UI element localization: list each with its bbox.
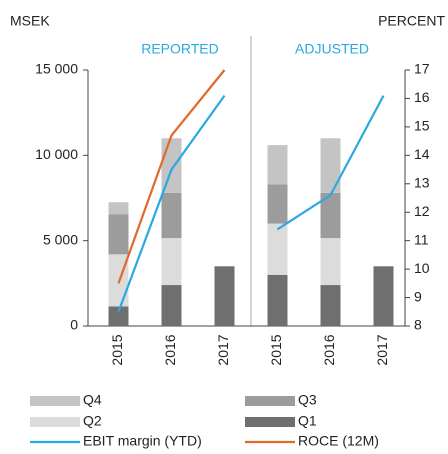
legend-label: Q1: [298, 413, 317, 429]
y-tick-label: 10 000: [35, 146, 78, 162]
line-series: [276, 95, 385, 231]
x-tick-label: 2015: [268, 334, 284, 365]
bar-segment: [267, 184, 288, 224]
x-tick-label: 2017: [215, 334, 231, 365]
y-axis-label: MSEK: [10, 13, 50, 29]
bar-segment: [161, 138, 182, 193]
x-tick-label: 2017: [374, 334, 390, 365]
bar-segment: [108, 306, 129, 326]
bar-segment: [320, 192, 341, 239]
bar-segment: [108, 202, 129, 215]
panel-title: ADJUSTED: [295, 41, 369, 57]
legend-swatch: [30, 396, 80, 406]
legend-label: Q3: [298, 392, 317, 408]
y2-tick-label: 14: [414, 146, 430, 162]
bar-segment: [320, 238, 341, 286]
legend-swatch: [30, 417, 80, 427]
legend-label: EBIT margin (YTD): [83, 433, 202, 449]
x-tick-label: 2015: [109, 334, 125, 365]
y2-tick-label: 13: [414, 174, 430, 190]
line-series: [117, 69, 226, 284]
line-series: [117, 94, 226, 313]
legend-swatch: [245, 417, 295, 427]
y2-axis-label: PERCENT: [378, 13, 445, 29]
bar-segment: [161, 238, 182, 286]
legend-label: Q4: [83, 392, 102, 408]
legend-label: Q2: [83, 413, 102, 429]
y-tick-label: 15 000: [35, 61, 78, 77]
y2-tick-label: 9: [414, 288, 422, 304]
bar-segment: [373, 266, 394, 326]
bar-segment: [320, 138, 341, 193]
bar-segment: [320, 285, 341, 326]
y2-tick-label: 10: [414, 260, 430, 276]
panel-title: REPORTED: [141, 41, 219, 57]
bar-segment: [267, 145, 288, 185]
x-tick-label: 2016: [162, 334, 178, 365]
legend-label: ROCE (12M): [298, 433, 379, 449]
y2-tick-label: 11: [414, 231, 429, 247]
bar-segment: [161, 285, 182, 326]
legend-swatch: [245, 396, 295, 406]
bar-segment: [267, 223, 288, 275]
y2-tick-label: 17: [414, 61, 430, 77]
bar-segment: [214, 266, 235, 326]
y2-tick-label: 16: [414, 89, 430, 105]
y2-tick-label: 15: [414, 118, 430, 134]
y-tick-label: 0: [70, 317, 78, 333]
y2-tick-label: 8: [414, 317, 422, 333]
y2-tick-label: 12: [414, 203, 430, 219]
y-tick-label: 5 000: [43, 231, 78, 247]
bar-segment: [161, 192, 182, 239]
x-tick-label: 2016: [321, 334, 337, 365]
bar-segment: [267, 274, 288, 326]
bar-segment: [108, 214, 129, 255]
